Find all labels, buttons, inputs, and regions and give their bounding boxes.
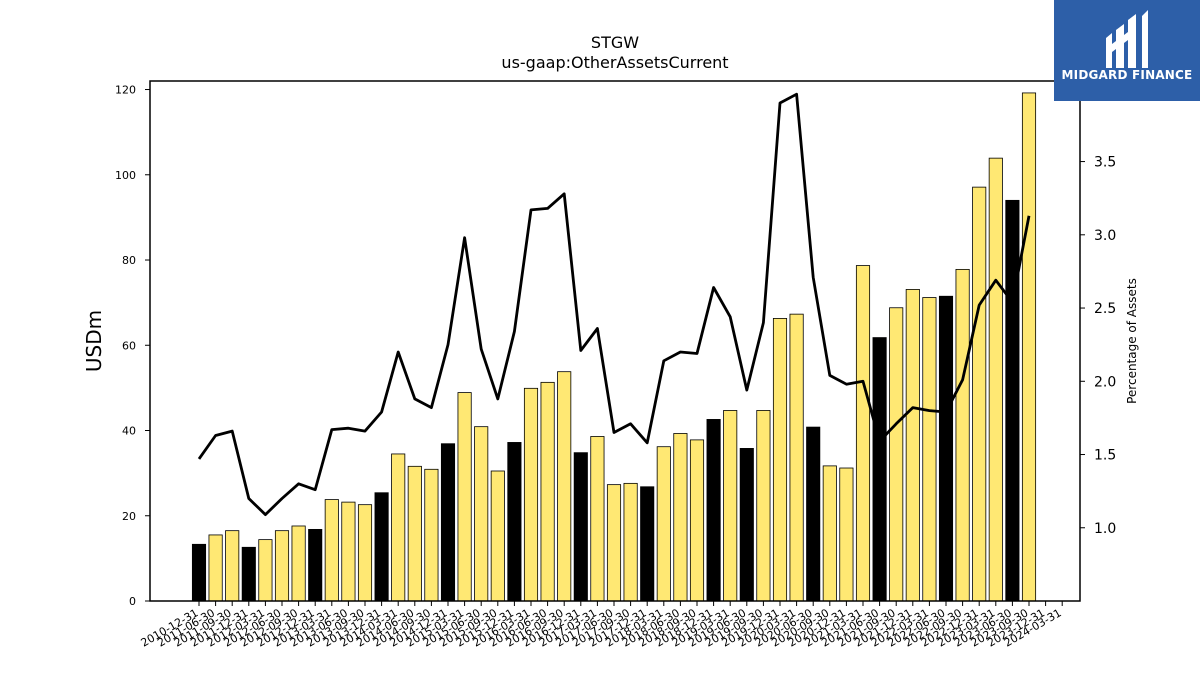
bar	[391, 453, 406, 602]
y-tick-label: 40	[122, 425, 136, 438]
axes-group: 0204060801001201.01.52.02.53.03.54.02010…	[115, 80, 1116, 650]
bar	[208, 534, 223, 602]
bar	[507, 442, 522, 602]
y-tick-label: 20	[122, 510, 136, 523]
bar	[341, 501, 356, 602]
bar	[573, 452, 588, 602]
bar	[191, 543, 207, 602]
y2-axis-label: Percentage of Assets	[1125, 278, 1139, 404]
bar	[457, 392, 472, 602]
bar	[839, 467, 854, 602]
bar	[606, 484, 622, 602]
bar	[557, 371, 572, 602]
bar	[756, 410, 771, 602]
midgard-finance-logo: MIDGARD FINANCE	[1054, 0, 1200, 101]
bar	[905, 289, 920, 602]
bar	[241, 546, 256, 602]
bar	[490, 470, 505, 602]
line-group	[197, 92, 1031, 516]
chart-title: STGW	[591, 33, 639, 52]
logo-text: MIDGARD FINANCE	[1061, 68, 1193, 82]
bar	[407, 465, 422, 602]
bar	[474, 426, 489, 602]
bar	[623, 482, 638, 602]
bar	[258, 539, 273, 602]
percentage-line	[197, 92, 1031, 516]
bar	[540, 381, 555, 602]
bar	[689, 439, 705, 602]
bar	[706, 419, 721, 602]
bar	[806, 426, 821, 602]
y2-tick-label: 3.5	[1094, 155, 1116, 171]
bar	[374, 492, 389, 602]
y2-tick-label: 3.0	[1094, 228, 1116, 244]
bar	[357, 504, 373, 602]
bar	[872, 337, 887, 602]
bar	[590, 436, 605, 602]
bar	[274, 530, 290, 602]
bar	[955, 268, 970, 602]
bar	[523, 387, 539, 602]
bar	[640, 486, 655, 602]
y2-tick-label: 2.0	[1094, 374, 1116, 390]
midgard-finance-logo-icon	[1106, 10, 1148, 68]
bar	[739, 448, 754, 602]
bar	[440, 443, 456, 602]
y-tick-label: 0	[129, 595, 136, 608]
bar	[424, 468, 439, 602]
y-tick-label: 120	[115, 84, 136, 97]
bar	[772, 318, 788, 602]
y-tick-label: 100	[115, 169, 136, 182]
y2-tick-label: 1.5	[1094, 448, 1116, 464]
y-tick-label: 60	[122, 339, 136, 352]
bar	[1005, 199, 1020, 602]
bar	[1021, 92, 1037, 602]
bar	[324, 499, 339, 602]
bars-group	[191, 92, 1037, 602]
y-tick-label: 80	[122, 254, 136, 267]
bar	[291, 525, 306, 602]
bar	[988, 157, 1003, 602]
bar	[922, 297, 937, 602]
chart-subtitle: us-gaap:OtherAssetsCurrent	[501, 53, 728, 72]
y2-tick-label: 2.5	[1094, 301, 1116, 317]
bar	[789, 313, 804, 602]
bar	[855, 265, 871, 602]
bar	[673, 433, 688, 602]
bar	[822, 465, 837, 602]
bar	[308, 528, 323, 602]
y-axis-label: USDm	[82, 310, 106, 372]
bar	[723, 410, 738, 602]
plot-frame	[149, 80, 1081, 602]
bar	[656, 446, 671, 602]
bar	[972, 186, 987, 602]
bar	[938, 295, 954, 602]
bar	[889, 307, 904, 602]
y2-tick-label: 1.0	[1094, 521, 1116, 537]
bar	[225, 530, 240, 602]
